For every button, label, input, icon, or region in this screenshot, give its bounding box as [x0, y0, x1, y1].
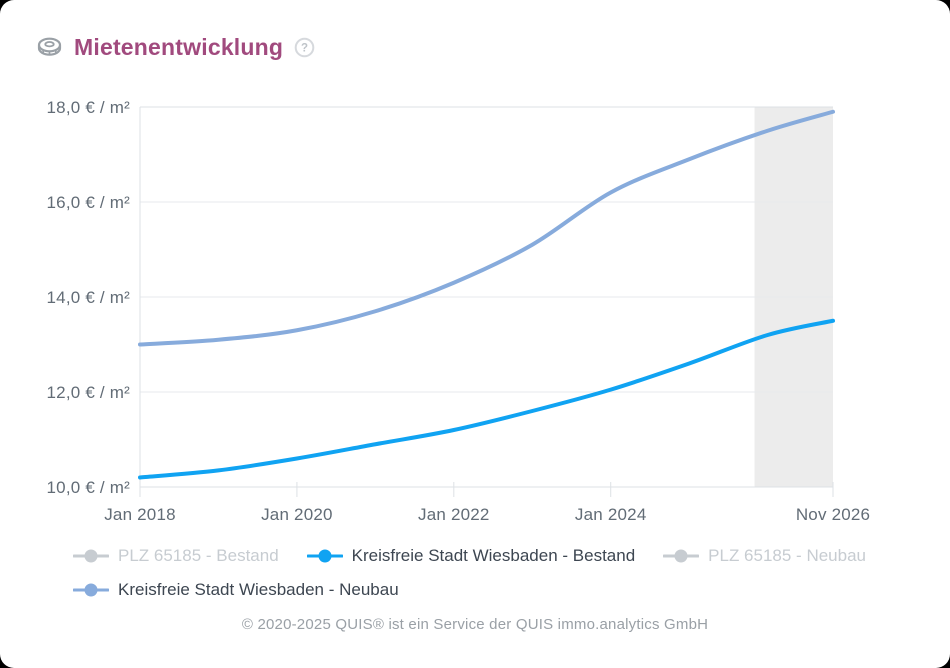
svg-text:?: ? — [301, 43, 308, 55]
legend-item[interactable]: Kreisfreie Stadt Wiesbaden - Bestand — [306, 541, 636, 570]
y-axis-label: 18,0 € / m² — [47, 98, 131, 117]
series-line-wiesbaden-neubau — [138, 109, 835, 347]
y-axis-label: 14,0 € / m² — [47, 288, 131, 307]
page-title: Mietenentwicklung — [74, 34, 284, 60]
help-icon[interactable]: ? — [294, 37, 315, 58]
legend-item[interactable]: Kreisfreie Stadt Wiesbaden - Neubau — [73, 575, 399, 604]
legend-item[interactable]: PLZ 65185 - Neubau — [663, 541, 866, 570]
legend-marker-icon — [663, 549, 700, 562]
x-axis-label: Jan 2020 — [261, 505, 333, 524]
y-axis-label: 12,0 € / m² — [47, 383, 131, 402]
x-axis-label: Jan 2022 — [418, 505, 490, 524]
series-line-wiesbaden-bestand — [138, 318, 835, 480]
coins-icon — [37, 37, 62, 56]
x-axis-label: Jan 2018 — [104, 505, 176, 524]
x-axis-label: Nov 2026 — [796, 505, 870, 524]
x-axis-label: Jan 2024 — [575, 505, 647, 524]
legend-label: PLZ 65185 - Neubau — [708, 545, 866, 565]
y-axis-label: 16,0 € / m² — [47, 193, 131, 212]
widget-header: Mietenentwicklung ? — [36, 34, 315, 61]
legend-label: PLZ 65185 - Bestand — [118, 545, 279, 565]
copyright-text: © 2020-2025 QUIS® ist ein Service der QU… — [241, 616, 709, 633]
legend-label: Kreisfreie Stadt Wiesbaden - Bestand — [351, 545, 636, 565]
legend-item[interactable]: PLZ 65185 - Bestand — [73, 541, 279, 570]
legend-marker-icon — [306, 549, 343, 562]
y-axis-label: 10,0 € / m² — [47, 478, 131, 497]
legend-marker-icon — [73, 549, 109, 562]
rent-development-chart: 10,0 € / m² 12,0 € / m² 14,0 € / m² 16,0 € … — [47, 98, 870, 524]
legend-label: Kreisfreie Stadt Wiesbaden - Neubau — [118, 579, 399, 599]
chart-legend: PLZ 65185 - Bestand Kreisfreie Stadt Wies… — [73, 541, 887, 604]
legend-marker-icon — [73, 583, 109, 596]
